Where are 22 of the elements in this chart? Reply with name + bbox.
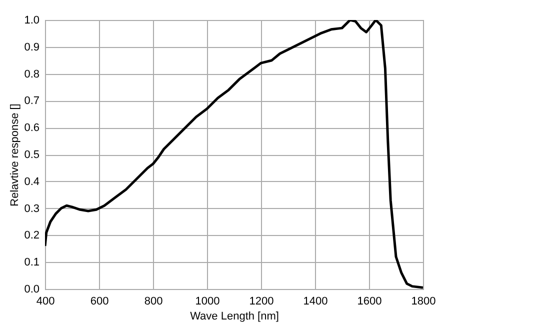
x-tick-label: 600 [90, 296, 109, 308]
x-axis-title: Wave Length [nm] [190, 310, 279, 322]
y-tick-label: 0.5 [24, 149, 40, 161]
y-tick-label: 0.3 [24, 202, 40, 215]
y-tick-label: 0.1 [24, 256, 40, 269]
y-tick-label: 0.4 [24, 176, 40, 188]
y-tick-label: 0.8 [24, 68, 40, 80]
y-tick-label: 1.0 [24, 14, 40, 26]
x-tick-label: 1600 [357, 296, 382, 308]
x-tick-label: 1800 [411, 296, 436, 308]
x-tick-label: 1400 [303, 296, 328, 308]
y-axis-title: Relavtive response [] [9, 104, 22, 206]
x-tick-label: 1000 [195, 296, 220, 308]
x-tick-label: 400 [36, 296, 55, 308]
y-tick-label: 0.0 [24, 284, 40, 296]
x-tick-label: 1200 [249, 296, 274, 308]
y-tick-label: 0.6 [24, 122, 40, 134]
y-tick-label: 0.2 [24, 230, 40, 242]
y-tick-label: 0.9 [24, 41, 40, 54]
y-tick-label: 0.7 [24, 95, 40, 108]
x-tick-label: 800 [144, 296, 163, 308]
line-series [45, 20, 423, 289]
